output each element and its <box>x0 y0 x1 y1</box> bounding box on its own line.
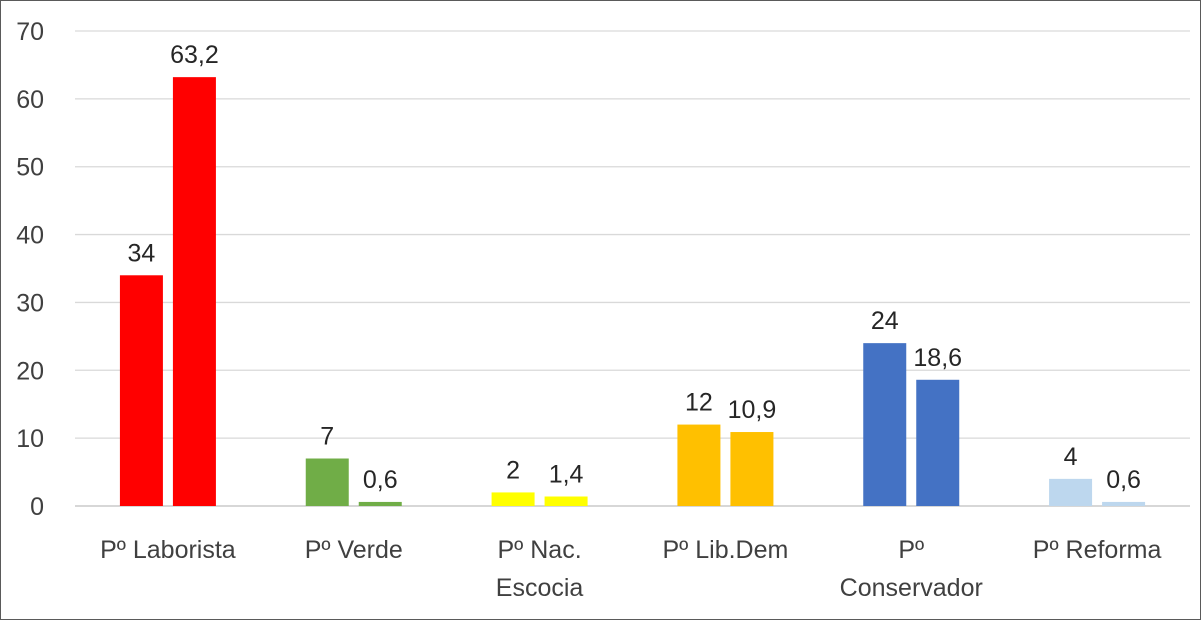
category-label: Pº Reforma <box>1033 536 1162 564</box>
category-label: Pº Nac. <box>498 536 582 564</box>
bar <box>119 275 163 506</box>
y-tick-label: 40 <box>16 222 44 250</box>
y-tick-label: 10 <box>16 425 44 453</box>
data-label: 63,2 <box>170 41 219 69</box>
bar <box>1102 501 1146 506</box>
category-label: Conservador <box>840 574 983 602</box>
bar <box>863 343 907 506</box>
y-tick-label: 50 <box>16 154 44 182</box>
bar <box>544 496 588 506</box>
bar <box>491 492 535 506</box>
data-label: 10,9 <box>728 396 777 424</box>
data-label: 4 <box>1064 443 1078 471</box>
y-tick-label: 60 <box>16 86 44 114</box>
bar <box>677 424 721 506</box>
data-label: 2 <box>506 456 520 484</box>
bar <box>305 458 349 506</box>
category-label: Pº Verde <box>305 536 403 564</box>
category-label: Pº Lib.Dem <box>662 536 788 564</box>
bar <box>730 432 774 506</box>
data-label: 34 <box>128 239 156 267</box>
category-label: Pº <box>898 536 924 564</box>
y-tick-label: 70 <box>16 18 44 46</box>
data-label: 12 <box>685 389 713 417</box>
data-label: 1,4 <box>549 461 584 489</box>
bar <box>1049 478 1093 506</box>
data-label: 7 <box>320 423 334 451</box>
data-label: 0,6 <box>1106 466 1141 494</box>
y-tick-label: 30 <box>16 289 44 317</box>
bar <box>358 501 402 506</box>
data-label: 18,6 <box>913 344 962 372</box>
y-tick-label: 0 <box>30 493 44 521</box>
y-tick-label: 20 <box>16 357 44 385</box>
data-label: 0,6 <box>363 466 398 494</box>
data-label: 24 <box>871 307 899 335</box>
bar <box>916 379 960 506</box>
bar <box>172 77 216 507</box>
category-label: Escocia <box>496 574 584 602</box>
category-label: Pº Laborista <box>100 536 236 564</box>
